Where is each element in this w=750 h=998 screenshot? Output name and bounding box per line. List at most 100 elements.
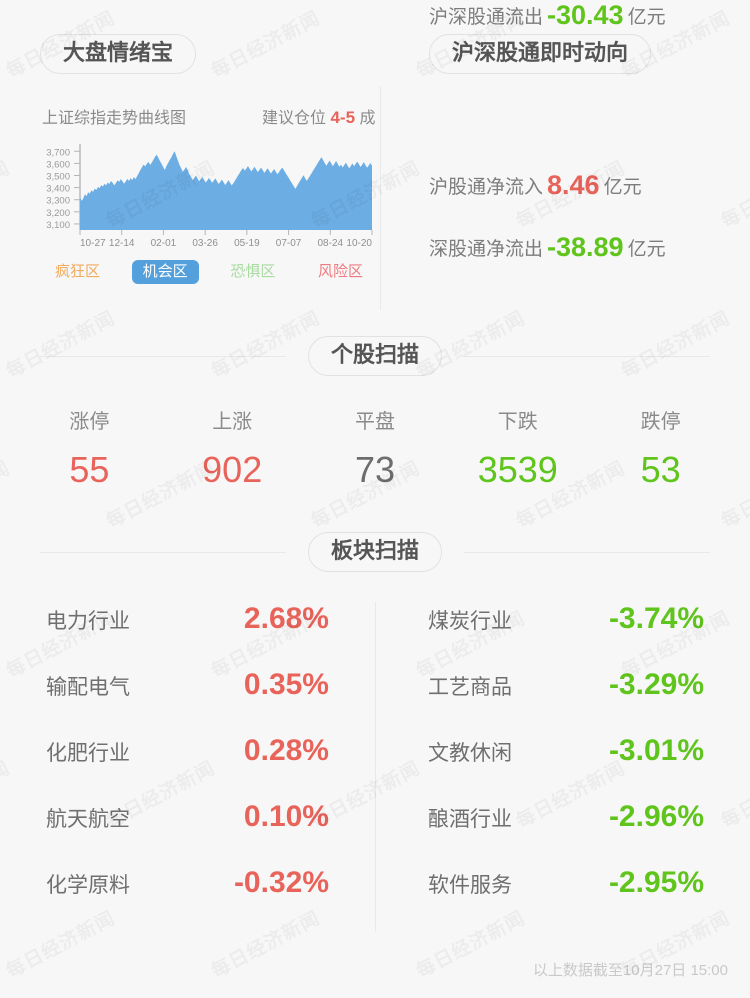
sector-gainers-column: 电力行业 2.68% 输配电气 0.35% 化肥行业 0.28% 航天航空 0.10% 化学原料… (0, 602, 375, 932)
data-timestamp-note: 以上数据截至10月27日 15:00 (532, 962, 728, 979)
market-sentiment-title: 大盘情绪宝 (40, 34, 197, 74)
chart-x-tick-label: 05-19 (234, 238, 260, 249)
chart-y-tick-label: 3,300 (46, 196, 70, 207)
sector-change-pct: -2.95% (608, 866, 704, 899)
sector-name: 煤炭行业 (428, 610, 512, 633)
sector-row[interactable]: 文教休闲 -3.01% (428, 734, 704, 800)
sector-scan-title: 板块扫描 (308, 532, 443, 572)
top-region: 大盘情绪宝 上证综指走势曲线图 建议仓位 4-5 成 3,100 3,200 3,3… (0, 0, 750, 310)
index-trend-chart: 3,100 3,200 3,300 3,400 3,500 3,600 3,700 10-27… (34, 140, 374, 250)
northbound-flow-row: 深股通净流出 -38.89 亿元 (429, 232, 666, 263)
northbound-flow-label: 深股通净流出 (429, 239, 544, 260)
stock-scan-label: 平盘 (354, 411, 395, 433)
sector-name: 电力行业 (46, 610, 130, 633)
sector-name: 航天航空 (46, 808, 130, 831)
sentiment-zone-risk[interactable]: 风险区 (317, 263, 363, 280)
sector-scan-columns: 电力行业 2.68% 输配电气 0.35% 化肥行业 0.28% 航天航空 0.10% 化学原料… (0, 602, 750, 932)
sector-name: 化学原料 (46, 874, 130, 897)
stock-scan-label: 跌停 (640, 411, 681, 433)
stock-scan-label: 涨停 (69, 411, 110, 433)
chart-y-tick-label: 3,700 (46, 147, 70, 158)
sector-row[interactable]: 化学原料 -0.32% (46, 866, 329, 932)
northbound-flow-unit: 亿元 (627, 7, 666, 28)
suggested-position-value: 4-5 (330, 108, 356, 127)
sector-row[interactable]: 煤炭行业 -3.74% (428, 602, 704, 668)
sector-row[interactable]: 酿酒行业 -2.96% (428, 800, 704, 866)
sector-change-pct: -2.96% (608, 800, 704, 833)
chart-x-tick-label: 07-07 (276, 238, 302, 249)
chart-x-tick-label: 10-27 (80, 238, 106, 249)
sector-row[interactable]: 工艺商品 -3.29% (428, 668, 704, 734)
northbound-flow-panel: 沪深股通即时动向 沪深股通流出 -30.43 亿元 沪股通净流入 8.46 亿元 深股通净流… (380, 0, 750, 310)
northbound-flow-value: -30.43 (547, 0, 624, 30)
chart-x-tick-label: 02-01 (151, 238, 177, 249)
suggested-position-unit: 成 (359, 110, 376, 127)
northbound-flow-unit: 亿元 (603, 177, 642, 198)
sector-name: 软件服务 (428, 874, 512, 897)
sector-name: 化肥行业 (46, 742, 130, 765)
sector-row[interactable]: 化肥行业 0.28% (46, 734, 329, 800)
sector-row[interactable]: 输配电气 0.35% (46, 668, 329, 734)
stock-scan-value: 53 (640, 449, 681, 490)
chart-x-tick-label: 10-20 (346, 238, 372, 249)
stock-scan-header: 个股扫描 (0, 336, 750, 376)
stock-scan-cell: 平盘 73 (304, 412, 447, 488)
northbound-flow-row: 沪股通净流入 8.46 亿元 (429, 170, 642, 201)
sector-change-pct: 0.28% (243, 734, 329, 767)
stock-scan-cell: 上涨 902 (161, 412, 304, 488)
stock-scan-grid: 涨停 55 上涨 902 平盘 73 下跌 3539 跌停 53 (0, 412, 750, 488)
sector-name: 工艺商品 (428, 676, 512, 699)
northbound-flow-title: 沪深股通即时动向 (429, 34, 652, 74)
sector-scan-header: 板块扫描 (0, 532, 750, 572)
chart-y-tick-label: 3,400 (46, 184, 70, 195)
chart-x-tick-label: 12-14 (109, 238, 135, 249)
sector-change-pct: 0.10% (243, 800, 329, 833)
divider-right (464, 551, 711, 553)
divider-left (40, 551, 286, 553)
sector-row[interactable]: 电力行业 2.68% (46, 602, 329, 668)
divider-right (464, 355, 711, 357)
stock-scan-cell: 涨停 55 (18, 412, 161, 488)
chart-caption: 上证综指走势曲线图 (42, 110, 187, 127)
sentiment-zone-fear[interactable]: 恐惧区 (230, 263, 276, 280)
chart-y-tick-label: 3,200 (46, 208, 70, 219)
stock-scan-label: 上涨 (212, 411, 253, 433)
chart-x-tick-label: 03-26 (192, 238, 218, 249)
northbound-flow-label: 沪股通净流入 (429, 177, 544, 198)
market-sentiment-panel: 大盘情绪宝 上证综指走势曲线图 建议仓位 4-5 成 3,100 3,200 3,3… (0, 0, 380, 310)
suggested-position-label: 建议仓位 (262, 110, 327, 127)
stock-scan-cell: 跌停 53 (589, 412, 732, 488)
chart-y-tick-label: 3,100 (46, 220, 70, 231)
suggested-position: 建议仓位 4-5 成 (262, 104, 376, 128)
sector-change-pct: -3.29% (608, 668, 704, 701)
sentiment-zone-row: 疯狂区 机会区 恐惧区 风险区 (44, 260, 374, 284)
stock-scan-label: 下跌 (497, 411, 538, 433)
stock-scan-value: 3539 (477, 449, 558, 490)
stock-scan-value: 902 (202, 449, 263, 490)
sector-change-pct: 0.35% (243, 668, 329, 701)
sector-change-pct: -3.74% (608, 602, 704, 635)
northbound-flow-label: 沪深股通流出 (429, 7, 544, 28)
northbound-flow-row: 沪深股通流出 -30.43 亿元 (429, 0, 666, 31)
sector-scan-section: 板块扫描 电力行业 2.68% 输配电气 0.35% 化肥行业 0.28% 航天航空 0.10… (0, 532, 750, 932)
northbound-flow-value: -38.89 (547, 232, 624, 262)
divider-left (40, 355, 286, 357)
sentiment-zone-chance[interactable]: 机会区 (131, 260, 199, 284)
chart-y-tick-label: 3,500 (46, 171, 70, 182)
sector-row[interactable]: 航天航空 0.10% (46, 800, 329, 866)
sector-change-pct: -0.32% (233, 866, 329, 899)
stock-scan-value: 73 (354, 449, 396, 490)
sector-losers-column: 煤炭行业 -3.74% 工艺商品 -3.29% 文教休闲 -3.01% 酿酒行业 -2.96%… (375, 602, 750, 932)
sector-change-pct: 2.68% (243, 602, 329, 635)
chart-y-tick-label: 3,600 (46, 159, 70, 170)
stock-scan-title: 个股扫描 (308, 336, 443, 376)
stock-scan-value: 55 (69, 449, 110, 490)
sector-name: 文教休闲 (428, 742, 512, 765)
sentiment-zone-crazy[interactable]: 疯狂区 (55, 263, 101, 280)
sector-row[interactable]: 软件服务 -2.95% (428, 866, 704, 932)
sector-change-pct: -3.01% (608, 734, 704, 767)
stock-scan-cell: 下跌 3539 (446, 412, 589, 488)
sector-name: 输配电气 (46, 676, 130, 699)
chart-area-series (80, 151, 372, 230)
